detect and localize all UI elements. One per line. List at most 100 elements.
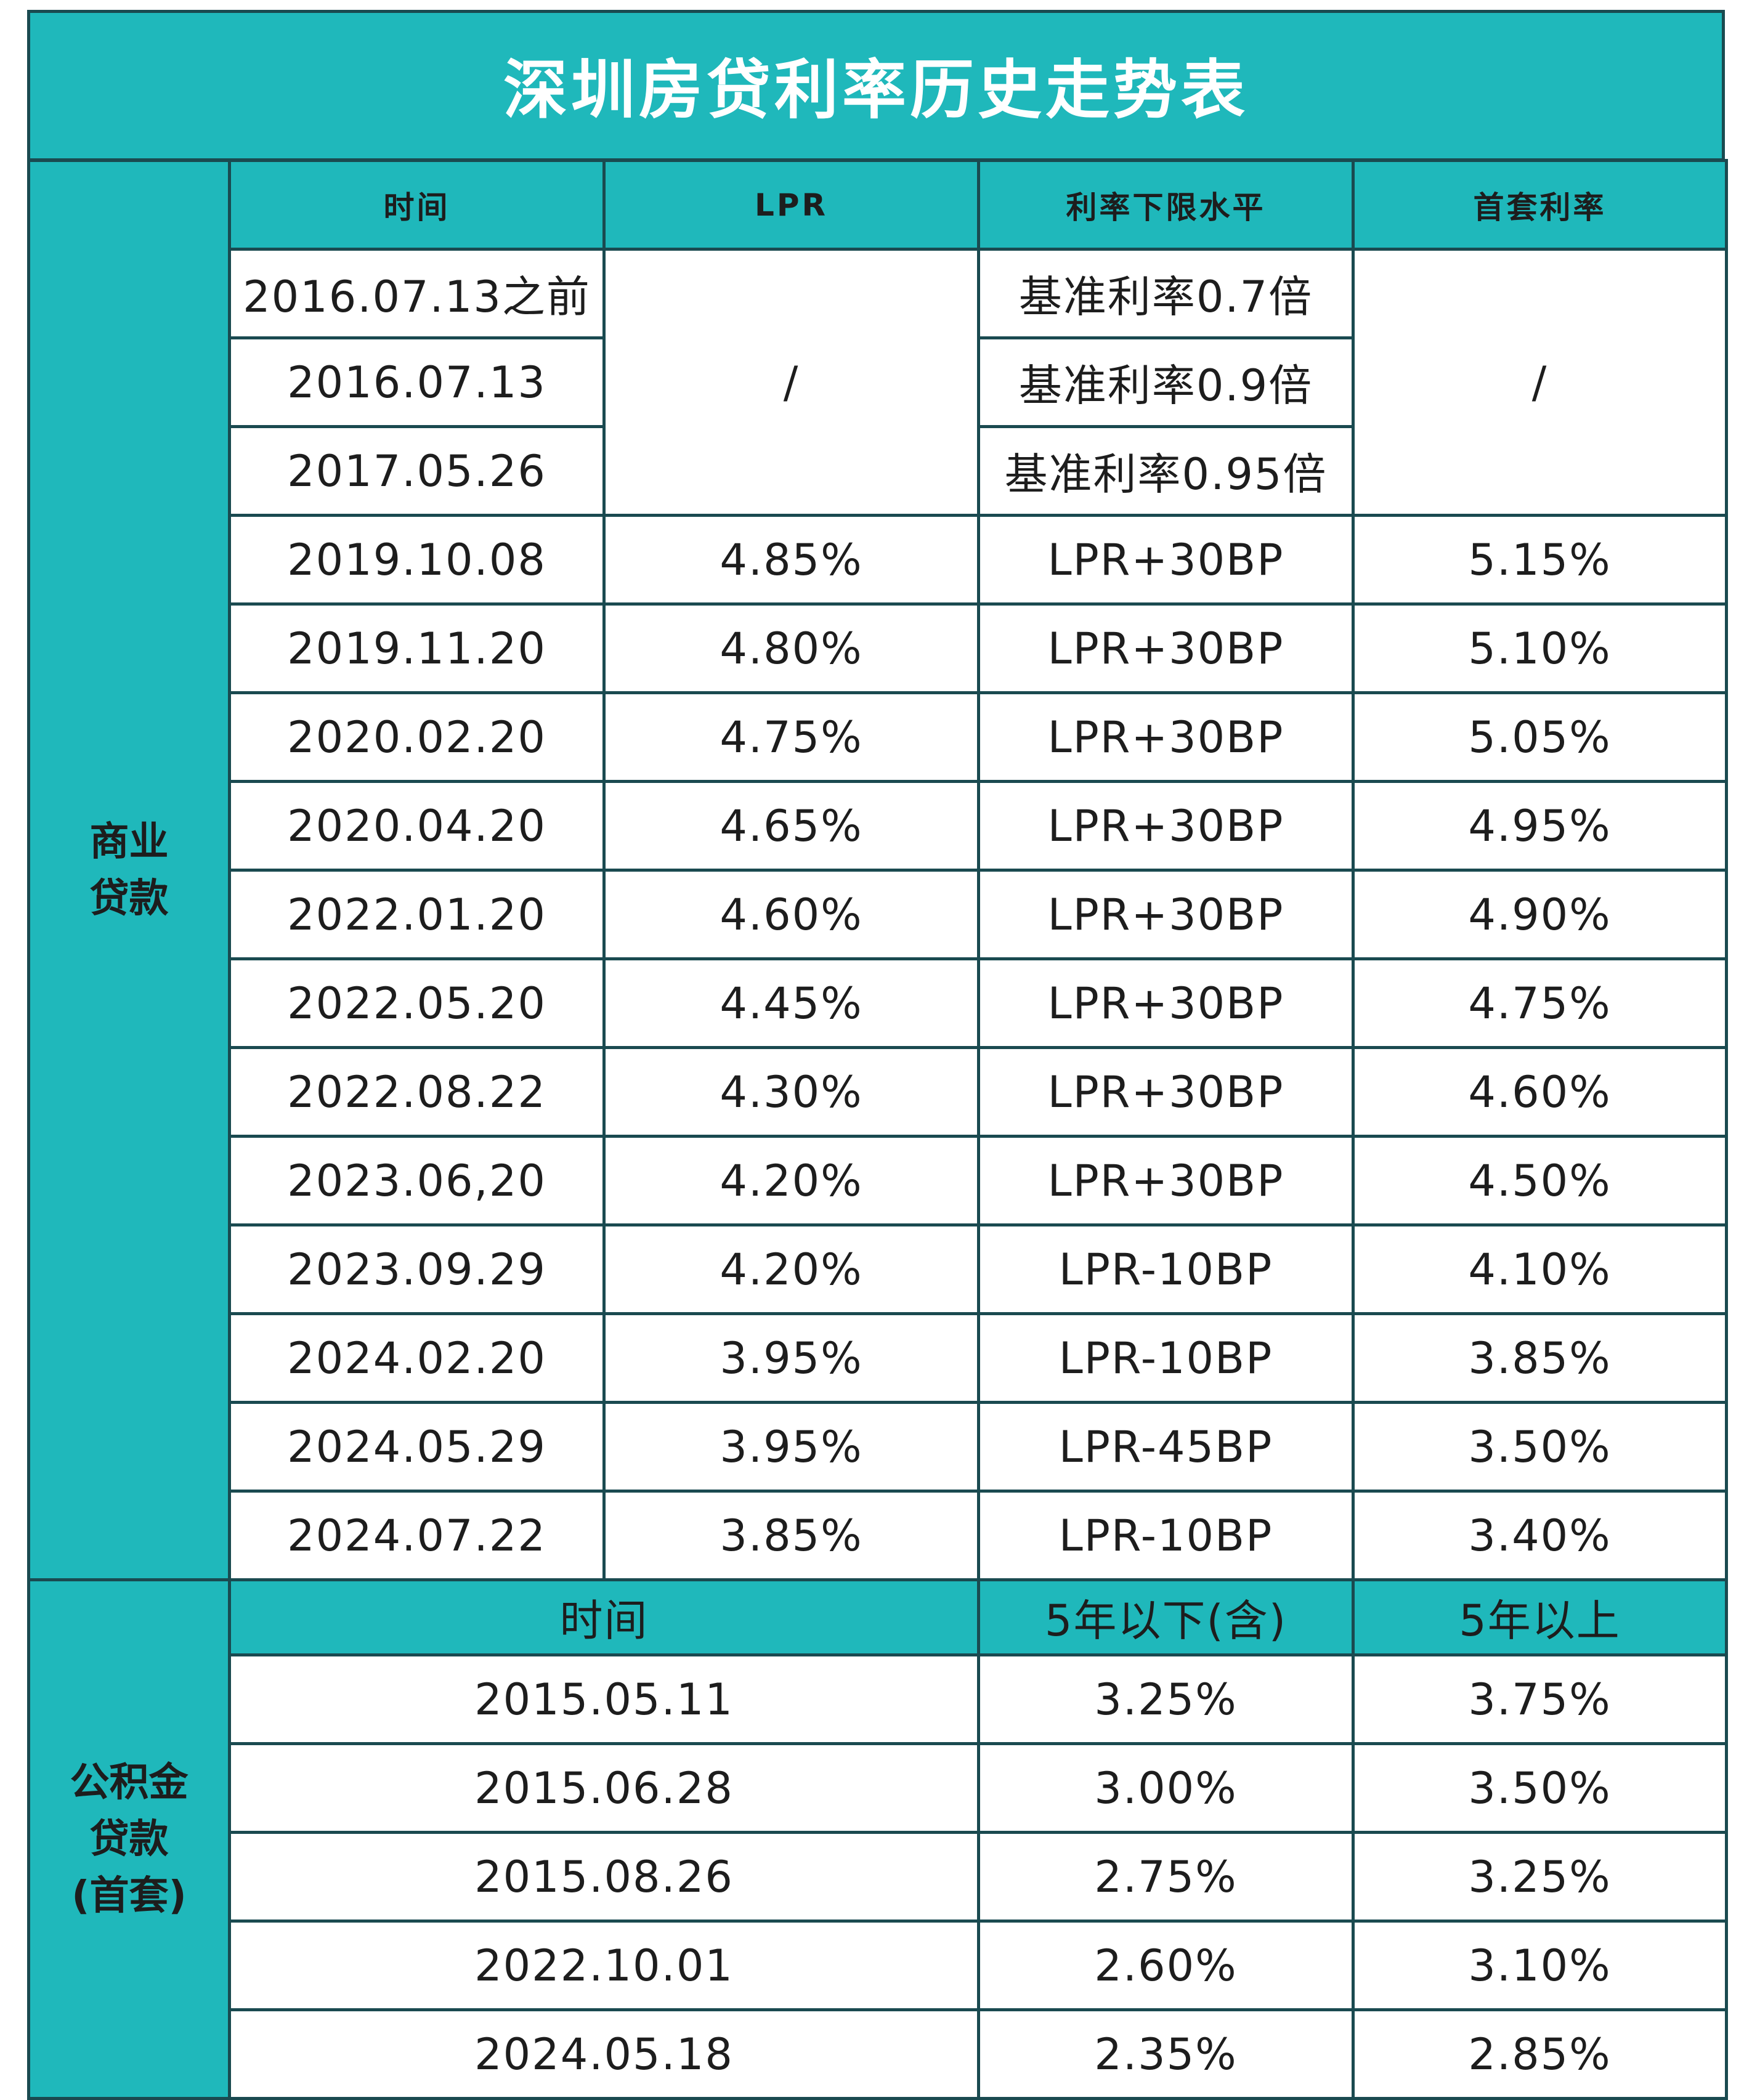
- cell-date: 2016.07.13: [228, 336, 606, 428]
- header-time: 时间: [228, 1578, 980, 1656]
- cell-lpr: 4.65%: [602, 780, 980, 872]
- cell-lpr: 4.85%: [602, 514, 980, 606]
- cell-under-5: 2.60%: [977, 1920, 1355, 2011]
- cell-first-rate: 4.95%: [1352, 780, 1728, 872]
- header-over-5-years: 5年以上: [1352, 1578, 1728, 1656]
- cell-lpr: 3.85%: [602, 1490, 980, 1581]
- cell-date: 2016.07.13之前: [228, 248, 606, 339]
- cell-over-5: 3.50%: [1352, 1742, 1728, 1834]
- cell-date: 2024.05.18: [228, 2008, 980, 2100]
- cell-lpr: /: [602, 248, 980, 517]
- header-under-5-years: 5年以下(含): [977, 1578, 1355, 1656]
- cell-floor: LPR+30BP: [977, 1135, 1355, 1226]
- cell-lpr: 4.20%: [602, 1223, 980, 1315]
- cell-over-5: 3.25%: [1352, 1831, 1728, 1923]
- header-lpr: LPR: [602, 159, 980, 251]
- cell-floor: LPR+30BP: [977, 514, 1355, 606]
- header-first-rate: 首套利率: [1352, 159, 1728, 251]
- cell-floor: LPR-10BP: [977, 1312, 1355, 1404]
- rate-table: 商业 贷款 时间 LPR 利率下限水平 首套利率 2016.07.13之前 / …: [27, 159, 1728, 2100]
- cell-over-5: 2.85%: [1352, 2008, 1728, 2100]
- cell-first-rate: 3.40%: [1352, 1490, 1728, 1581]
- cell-first-rate: 5.10%: [1352, 602, 1728, 694]
- cell-first-rate: /: [1352, 248, 1728, 517]
- header-time: 时间: [228, 159, 606, 251]
- table-row: 2016.07.13 基准利率0.9倍: [29, 336, 1727, 428]
- cell-date: 2020.02.20: [228, 691, 606, 783]
- commercial-loan-label: 商业 贷款: [27, 159, 231, 1581]
- table-row: 2015.06.28 3.00% 3.50%: [29, 1742, 1728, 1834]
- table-row: 2024.05.18 2.35% 2.85%: [29, 2008, 1728, 2100]
- cell-floor: LPR-10BP: [977, 1490, 1355, 1581]
- cell-under-5: 2.75%: [977, 1831, 1355, 1923]
- cell-lpr: 4.75%: [602, 691, 980, 783]
- cell-first-rate: 5.15%: [1352, 514, 1728, 606]
- cell-date: 2015.05.11: [228, 1653, 980, 1745]
- cell-date: 2020.04.20: [228, 780, 606, 872]
- table-row: 2022.05.20 4.45% LPR+30BP 4.75%: [29, 957, 1728, 1049]
- cell-lpr: 3.95%: [602, 1401, 980, 1493]
- cell-date: 2023.06,20: [228, 1135, 606, 1226]
- cell-date: 2023.09.29: [228, 1223, 606, 1315]
- table-row: 2022.10.01 2.60% 3.10%: [29, 1920, 1728, 2011]
- cell-under-5: 3.25%: [977, 1653, 1355, 1745]
- table-row: 2020.04.20 4.65% LPR+30BP 4.95%: [29, 780, 1728, 872]
- cell-date: 2024.05.29: [228, 1401, 606, 1493]
- cell-floor: LPR+30BP: [977, 780, 1355, 872]
- table-row: 2020.02.20 4.75% LPR+30BP 5.05%: [29, 691, 1728, 783]
- table-row: 2017.05.26 基准利率0.95倍: [29, 425, 1727, 517]
- cell-date: 2024.02.20: [228, 1312, 606, 1404]
- table-row: 2022.08.22 4.30% LPR+30BP 4.60%: [29, 1046, 1728, 1138]
- cell-floor: LPR-45BP: [977, 1401, 1355, 1493]
- cell-date: 2022.01.20: [228, 869, 606, 960]
- cell-under-5: 3.00%: [977, 1742, 1355, 1834]
- cell-date: 2022.08.22: [228, 1046, 606, 1138]
- table-row: 2022.01.20 4.60% LPR+30BP 4.90%: [29, 869, 1728, 960]
- provident-loan-label: 公积金 贷款 (首套): [27, 1578, 231, 2100]
- cell-first-rate: 3.50%: [1352, 1401, 1728, 1493]
- cell-floor: LPR+30BP: [977, 1046, 1355, 1138]
- cell-floor: 基准利率0.95倍: [977, 425, 1355, 517]
- table-row: 2019.10.08 4.85% LPR+30BP 5.15%: [29, 514, 1728, 606]
- cell-date: 2024.07.22: [228, 1490, 606, 1581]
- cell-first-rate: 5.05%: [1352, 691, 1728, 783]
- page-title: 深圳房贷利率历史走势表: [27, 10, 1725, 161]
- cell-lpr: 4.80%: [602, 602, 980, 694]
- cell-first-rate: 4.90%: [1352, 869, 1728, 960]
- cell-first-rate: 4.75%: [1352, 957, 1728, 1049]
- cell-lpr: 4.20%: [602, 1135, 980, 1226]
- cell-date: 2015.08.26: [228, 1831, 980, 1923]
- cell-under-5: 2.35%: [977, 2008, 1355, 2100]
- table-row: 2015.05.11 3.25% 3.75%: [29, 1653, 1728, 1745]
- table-row: 2024.07.22 3.85% LPR-10BP 3.40%: [29, 1490, 1728, 1581]
- cell-floor: 基准利率0.7倍: [977, 248, 1355, 339]
- header-floor: 利率下限水平: [977, 159, 1355, 251]
- cell-over-5: 3.10%: [1352, 1920, 1728, 2011]
- cell-first-rate: 4.10%: [1352, 1223, 1728, 1315]
- table-row: 2023.06,20 4.20% LPR+30BP 4.50%: [29, 1135, 1728, 1226]
- cell-date: 2022.05.20: [228, 957, 606, 1049]
- cell-date: 2017.05.26: [228, 425, 606, 517]
- cell-floor: LPR+30BP: [977, 869, 1355, 960]
- cell-lpr: 4.30%: [602, 1046, 980, 1138]
- table-row: 2024.02.20 3.95% LPR-10BP 3.85%: [29, 1312, 1728, 1404]
- cell-first-rate: 3.85%: [1352, 1312, 1728, 1404]
- cell-over-5: 3.75%: [1352, 1653, 1728, 1745]
- cell-floor: LPR+30BP: [977, 602, 1355, 694]
- cell-date: 2019.10.08: [228, 514, 606, 606]
- cell-floor: 基准利率0.9倍: [977, 336, 1355, 428]
- cell-date: 2019.11.20: [228, 602, 606, 694]
- cell-date: 2022.10.01: [228, 1920, 980, 2011]
- cell-first-rate: 4.50%: [1352, 1135, 1728, 1226]
- cell-lpr: 4.45%: [602, 957, 980, 1049]
- cell-lpr: 3.95%: [602, 1312, 980, 1404]
- cell-first-rate: 4.60%: [1352, 1046, 1728, 1138]
- table-row: 2023.09.29 4.20% LPR-10BP 4.10%: [29, 1223, 1728, 1315]
- table-row: 2016.07.13之前 / 基准利率0.7倍 /: [29, 248, 1728, 517]
- cell-floor: LPR-10BP: [977, 1223, 1355, 1315]
- table-row: 2019.11.20 4.80% LPR+30BP 5.10%: [29, 602, 1728, 694]
- provident-header-row: 公积金 贷款 (首套) 时间 5年以下(含) 5年以上: [27, 1578, 1728, 2100]
- cell-lpr: 4.60%: [602, 869, 980, 960]
- table-row: 2015.08.26 2.75% 3.25%: [29, 1831, 1728, 1923]
- cell-floor: LPR+30BP: [977, 957, 1355, 1049]
